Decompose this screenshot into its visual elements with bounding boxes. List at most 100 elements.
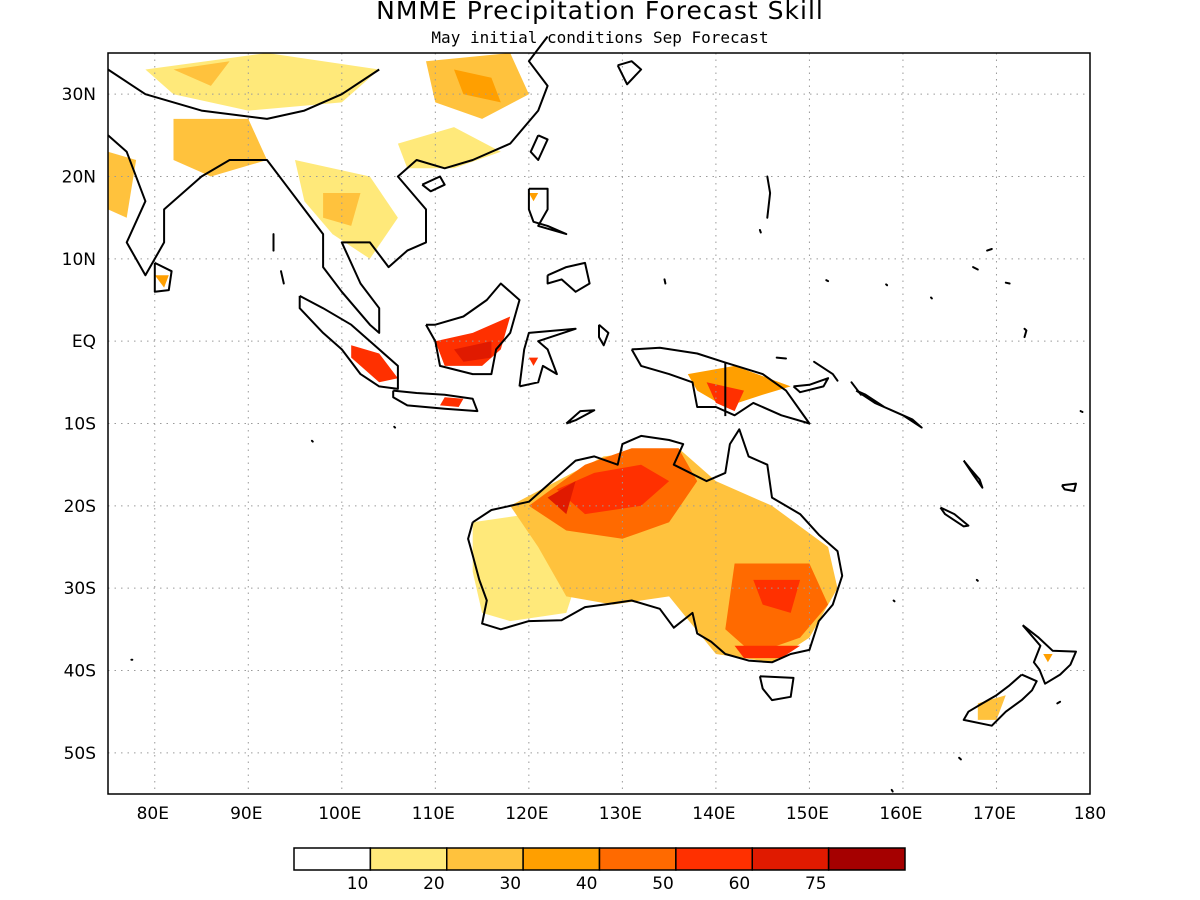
lon-label: 160E (879, 804, 922, 824)
lat-label: 10S (64, 415, 96, 435)
skill-region-aus-southeast (725, 563, 829, 654)
coastline-solomons (855, 389, 923, 429)
colorbar-swatch (293, 847, 372, 871)
coastline-india-upper (107, 68, 380, 120)
island-marianas (766, 175, 772, 219)
lon-label: 150E (786, 804, 829, 824)
island-bougainville (850, 381, 862, 396)
island-new-ireland (813, 360, 839, 382)
colorbar-label: 20 (423, 874, 445, 894)
colorbar-label: 10 (347, 874, 369, 894)
colorbar-swatch (598, 847, 677, 871)
latitude-labels: 30N 20N 10N EQ 10S 20S 30S 40S 50S (62, 85, 96, 764)
skill-region-borneo-core (454, 341, 492, 362)
coastline-sulawesi (518, 327, 577, 388)
coastline-japan-kyushu (616, 60, 643, 86)
lat-label: 20S (64, 497, 96, 517)
lat-label: 10N (62, 250, 96, 270)
colorbar-swatch (751, 847, 830, 871)
coastline-new-guinea (630, 346, 811, 425)
skill-region-sri-lanka (154, 275, 169, 288)
coastline-philippines-luzon (527, 187, 568, 236)
coastline-asia-mainland (107, 35, 549, 334)
coastline-vanuatu (962, 459, 984, 489)
island-macquarie (890, 788, 894, 793)
island-marshall-3 (986, 248, 993, 252)
coastline-tasmania (758, 675, 795, 702)
island-marshall-2 (1004, 281, 1011, 285)
skill-region-java-east (440, 397, 464, 407)
island-palau (663, 278, 667, 285)
island-guam (758, 229, 762, 234)
lat-label: 30S (64, 579, 96, 599)
lat-label: 40S (64, 662, 96, 682)
coastline-new-britain (792, 377, 830, 394)
island-tuvalu (1079, 410, 1084, 413)
island-nicobar (280, 270, 285, 285)
colorbar-label: 30 (499, 874, 521, 894)
island-auckland-is (958, 756, 962, 761)
colorbar-label: 40 (576, 874, 598, 894)
colorbar-swatch (675, 847, 753, 871)
skill-region-sumatra-south (351, 345, 398, 383)
skill-region-aus-north-core (556, 464, 670, 515)
lon-label: 90E (230, 804, 262, 824)
skill-region-tibet-patch (173, 61, 230, 86)
colorbar-label: 50 (652, 874, 674, 894)
skill-region-aus-south-edge (734, 645, 801, 659)
coastlines (107, 35, 1084, 793)
lon-label: 110E (412, 804, 455, 824)
colorbar-label: 75 (805, 874, 827, 894)
island-gilbert (1023, 327, 1028, 339)
island-norfolk (975, 578, 979, 582)
colorbar-swatch (827, 847, 906, 871)
colorbar-swatch (446, 847, 524, 871)
coastline-nz-north-island (1021, 624, 1077, 685)
skill-region-aus-north-max (547, 481, 576, 515)
skill-region-sulawesi (528, 357, 539, 366)
chart-subtitle: May initial conditions Sep Forecast (431, 28, 769, 47)
colorbar-label: 60 (729, 874, 751, 894)
coastline-halmahera (598, 323, 610, 347)
colorbar-swatch (522, 847, 601, 871)
chart-title: NMME Precipitation Forecast Skill (376, 0, 824, 25)
coastline-java (392, 389, 479, 413)
island-lord-howe (892, 599, 896, 603)
skill-region-india-west (108, 151, 137, 218)
longitude-labels: 80E 90E 100E 110E 120E 130E 140E 150E 160E 170E 18… (137, 804, 1107, 824)
coastline-sri-lanka (153, 262, 173, 293)
lat-label: 20N (62, 168, 96, 188)
lon-label: 120E (505, 804, 548, 824)
lon-label: 170E (973, 804, 1016, 824)
map-frame (107, 52, 1091, 795)
island-caroline-2 (885, 283, 889, 287)
island-chatham (1056, 700, 1062, 705)
coastline-fiji (1061, 482, 1077, 492)
lon-label: 180 (1074, 804, 1106, 824)
colorbar-swatch (369, 847, 448, 871)
lat-label: EQ (72, 332, 96, 352)
graticule (108, 53, 1090, 794)
island-christmas (393, 425, 397, 429)
coastline-sumatra (298, 295, 399, 390)
coastline-australia (467, 428, 844, 664)
lon-label: 100E (318, 804, 361, 824)
coastline-mindanao (546, 261, 591, 293)
coastline-taiwan (529, 134, 549, 161)
lon-label: 140E (692, 804, 735, 824)
coastline-nz-south-island (962, 673, 1038, 727)
coastline-hainan (421, 175, 446, 193)
lat-label: 30N (62, 85, 96, 105)
lon-label: 80E (137, 804, 169, 824)
coastline-timor (565, 409, 596, 425)
lat-label: 50S (64, 744, 96, 764)
island-bismarck (775, 356, 787, 360)
skill-region-nz-north (1043, 654, 1053, 663)
lon-label: 130E (599, 804, 642, 824)
skill-region-india-east (173, 118, 267, 177)
colorbar: 10 20 30 40 50 60 75 (293, 847, 906, 894)
skill-region-philippines (528, 193, 539, 202)
island-caroline-3 (930, 296, 933, 300)
island-marshall-1 (972, 266, 979, 271)
